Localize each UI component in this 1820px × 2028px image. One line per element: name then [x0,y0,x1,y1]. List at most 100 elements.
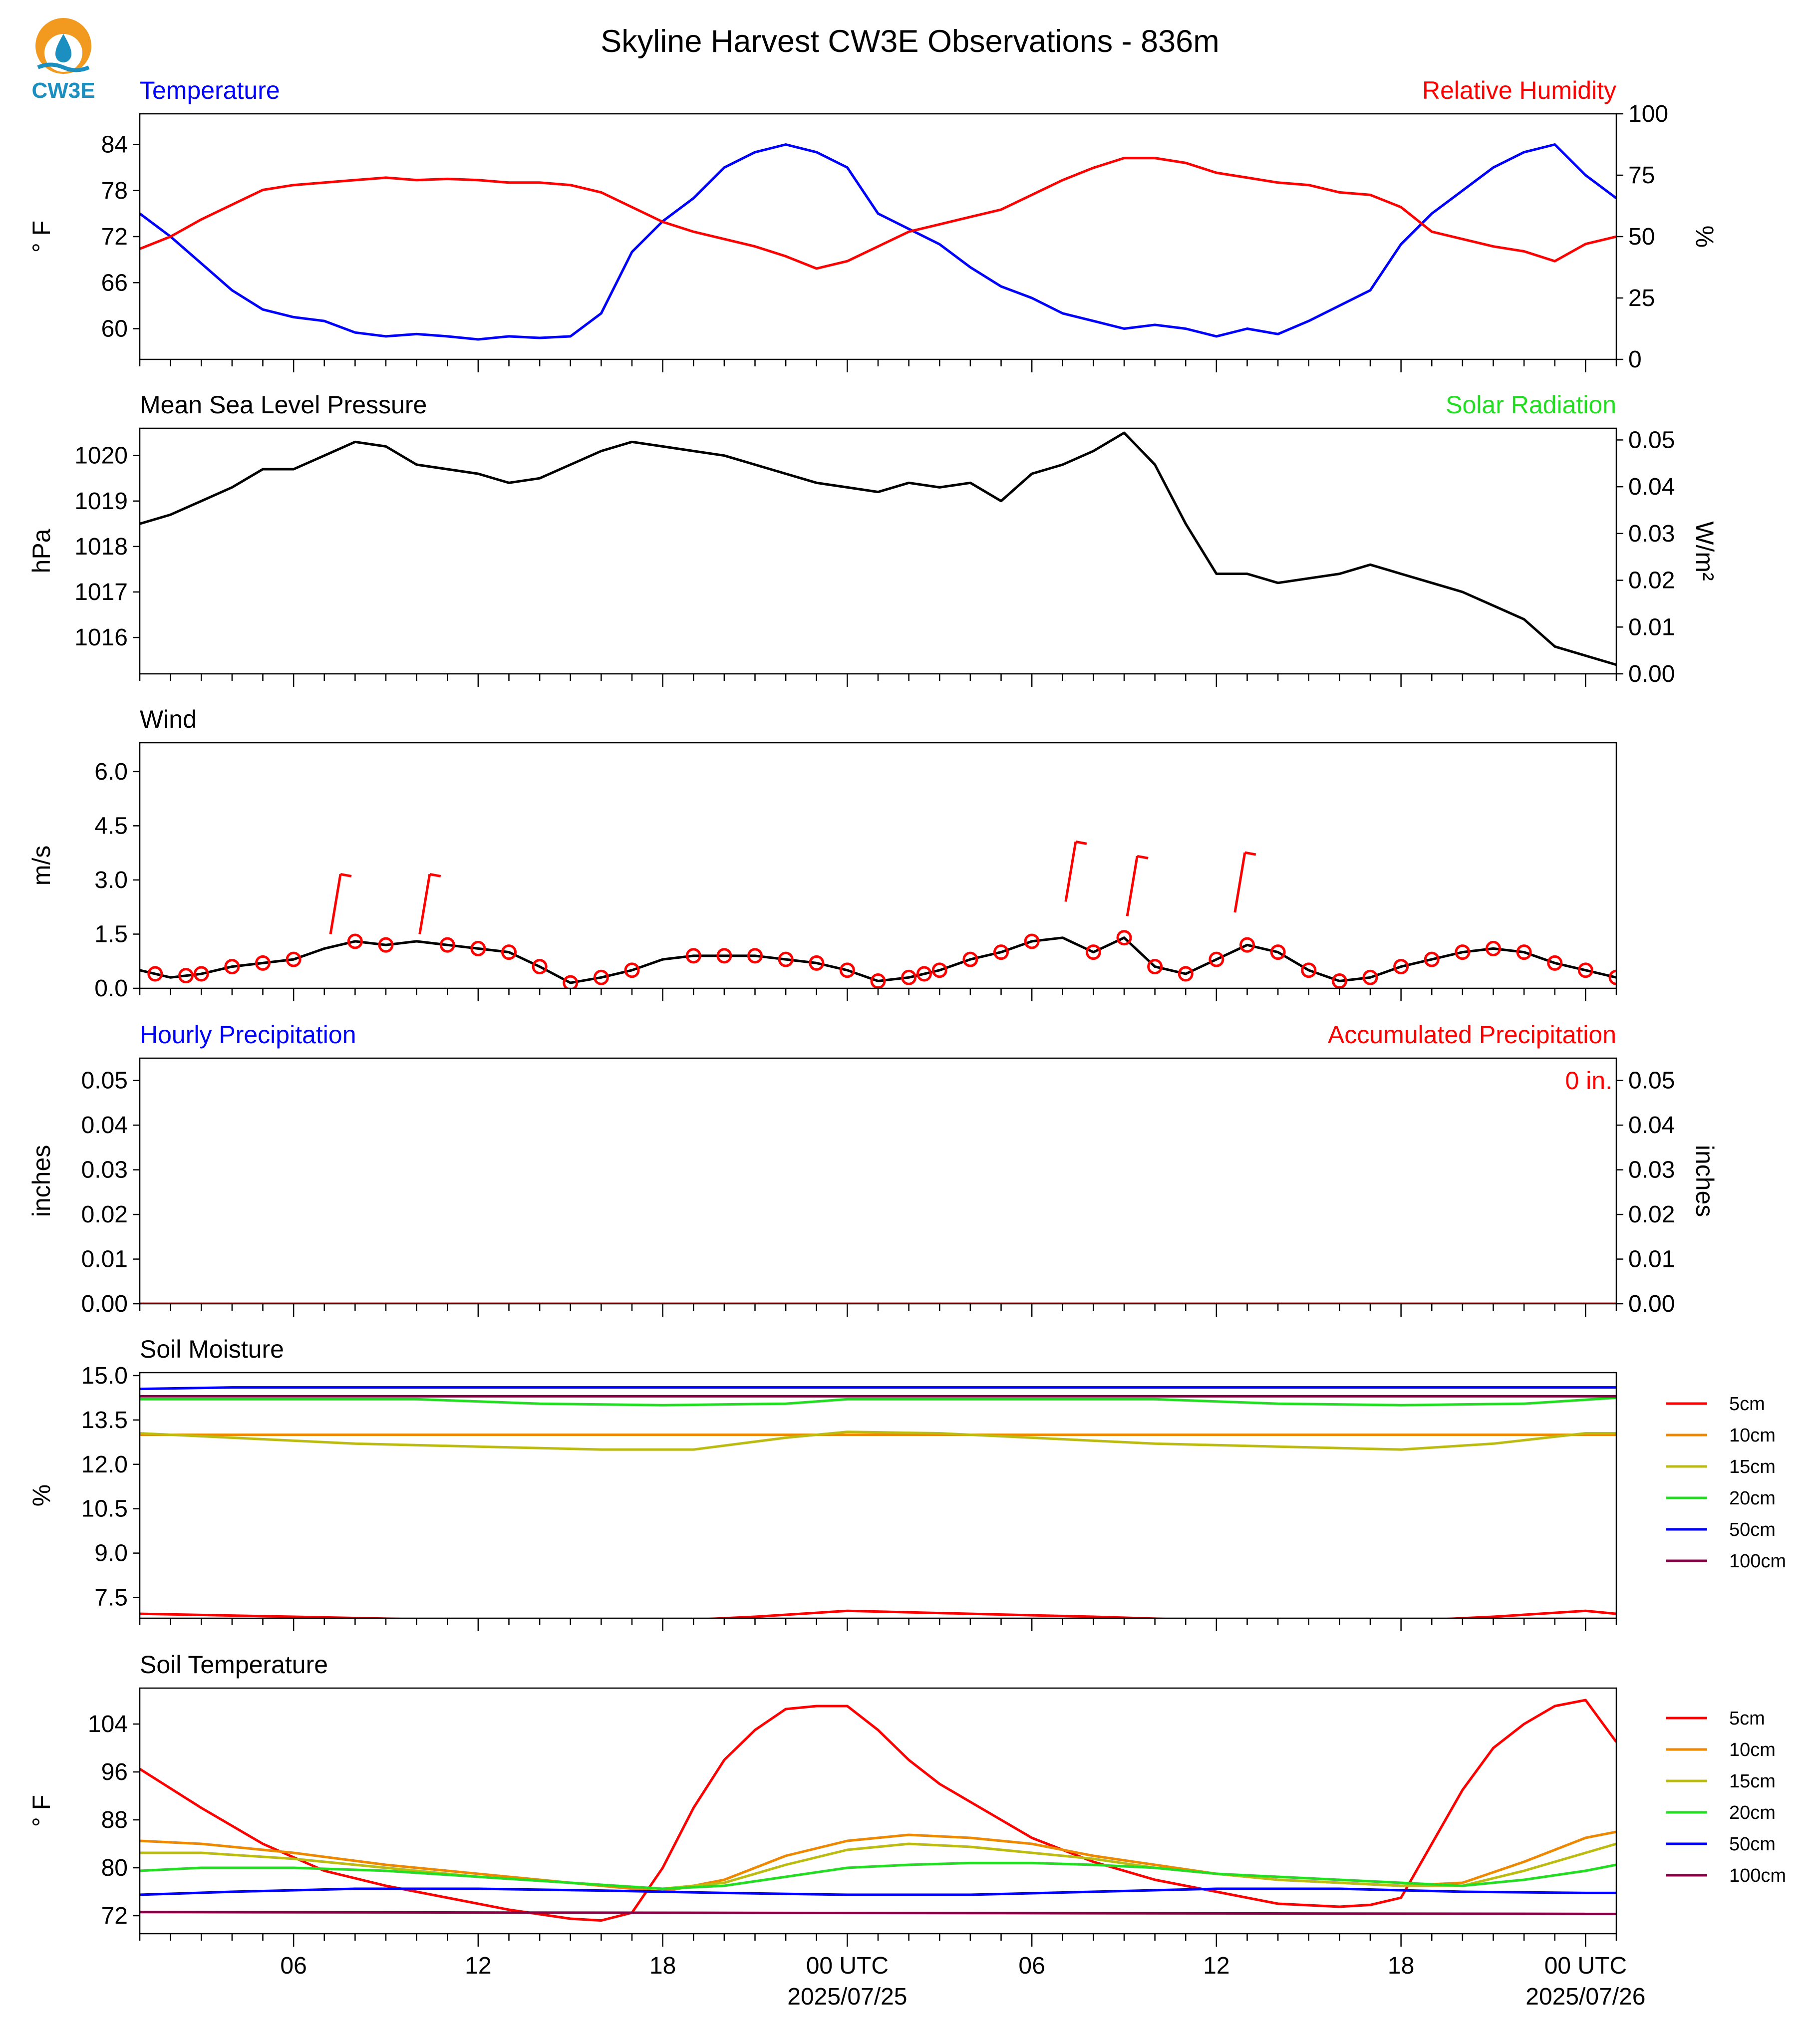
y-tick-label-right: 0.00 [1628,661,1675,687]
wind-direction-marker [1577,962,1593,978]
wind-direction-marker [347,933,363,949]
wind-direction-marker [1547,955,1563,971]
series-line-s2 [140,157,1616,270]
y-tick-label-right: 0.02 [1628,1201,1675,1228]
y-tick-label-left: 0.00 [81,1291,128,1317]
wind-direction-marker [809,955,825,971]
wind-direction-marker [1270,944,1286,960]
wind-direction-marker [1239,937,1255,953]
x-tick-label: 00 UTC [1544,1953,1627,1979]
wind-direction-marker [839,962,855,978]
legend-label: 20cm [1729,1802,1776,1823]
series-line-s1 [140,143,1616,341]
wind-direction-marker [1209,951,1224,967]
series-line-50cm [140,1887,1616,1896]
y-tick-label-left: 0.03 [81,1157,128,1183]
logo-wave-icon [37,62,90,72]
wind-direction-marker [624,962,640,978]
y-tick-label-right: 0.03 [1628,521,1675,547]
panel-5: 7.5 9.0 10.5 12.0 13.5 15.0 Soil Moisture% [27,1335,1617,1631]
legend-label: 5cm [1729,1708,1765,1729]
x-tick-label: 18 [649,1953,676,1979]
y-tick-label-right: 75 [1628,162,1655,189]
wind-direction-marker [563,975,579,988]
wind-direction-marker [1486,940,1501,956]
y-axis-label-left: hPa [27,529,55,573]
wind-direction-marker [1608,969,1616,985]
y-tick-label-left: 0.04 [81,1112,128,1139]
y-tick-label-left: 10.5 [81,1496,128,1522]
y-tick-label-left: 60 [101,316,128,342]
wind-direction-marker [1516,944,1532,960]
wind-direction-marker [147,966,163,982]
wind-direction-marker [501,944,517,960]
panel-title-right: Solar Radiation [1446,391,1616,419]
wind-direction-marker [470,940,486,956]
series-group [140,1386,1616,1618]
legend-label: 20cm [1729,1488,1776,1509]
y-tick-label-left: 7.5 [94,1585,128,1611]
panel-title-left: Temperature [140,76,280,104]
panel-title-right: Relative Humidity [1422,76,1616,104]
wind-direction-marker [378,937,394,953]
logo-text: CW3E [31,78,95,103]
legend-label: 100cm [1729,1865,1786,1886]
y-axis-label-left: ° F [27,1795,55,1827]
y-tick-label-left: 13.5 [81,1407,128,1434]
y-tick-label-left: 0.02 [81,1201,128,1228]
x-axis-labels: 06 12 18 00 UTC 2025/07/25 06 12 18 00 UTC 2025/0… [280,1953,1645,2010]
y-tick-label-right: 0.00 [1628,1291,1675,1317]
wind-direction-marker [962,951,978,967]
panel-title-left: Soil Temperature [140,1651,328,1679]
wind-direction-marker [593,969,609,985]
panel-title-left: Hourly Precipitation [140,1021,356,1049]
x-tick-label: 18 [1388,1953,1414,1979]
y-tick-label-left: 9.0 [94,1540,128,1567]
y-tick-label-right: 0.05 [1628,427,1675,453]
y-tick-label-left: 78 [101,178,128,204]
y-tick-label-right: 0 [1628,346,1642,373]
y-tick-label-left: 104 [88,1711,128,1738]
y-axis-label-right: % [1691,226,1719,248]
y-tick-label-right: 0.05 [1628,1068,1675,1094]
x-tick-label: 06 [1018,1953,1045,1979]
series-group [140,431,1616,666]
legend-panel-6: 5cm 10cm 15cm 20cm 50cm 100cm [1666,1708,1786,1886]
series-group [140,1699,1616,1922]
legend-label: 50cm [1729,1519,1776,1540]
wind-direction-marker [1455,944,1471,960]
panel-title-left: Soil Moisture [140,1335,284,1363]
wind-direction-marker [1424,951,1440,967]
logo-drop-icon [55,34,71,62]
wind-direction-marker [716,948,732,964]
wind-barb-flag [340,873,352,877]
wind-direction-marker [1362,969,1378,985]
y-tick-label-left: 1016 [74,624,128,651]
wind-direction-marker [1301,962,1317,978]
y-tick-label-left: 72 [101,1903,128,1929]
legends: 5cm10cm15cm20cm50cm100cm5cm10cm15cm20cm5… [1666,1394,1786,1886]
panel-title-left: Mean Sea Level Pressure [140,391,427,419]
wind-direction-marker [901,969,917,985]
y-axis-label-left: inches [27,1145,55,1217]
legend-label: 15cm [1729,1456,1776,1477]
cw3e-logo: CW3E [31,18,95,103]
y-tick-label-right: 50 [1628,224,1655,250]
wind-direction-marker [1393,959,1409,975]
y-tick-label-left: 0.05 [81,1068,128,1094]
series-line-20cm [140,1396,1616,1407]
wind-direction-marker [193,966,209,982]
wind-barb-flag [429,873,441,877]
y-tick-label-right: 0.01 [1628,614,1675,640]
y-tick-label-left: 3.0 [94,867,128,893]
series-line-20cm [140,1861,1616,1890]
y-axis-label-left: m/s [27,846,55,886]
wind-barb-staff [418,874,431,934]
wind-direction-marker [224,959,240,975]
wind-direction-marker [439,937,455,953]
y-tick-label-left: 4.5 [94,813,128,839]
x-tick-label: 12 [465,1953,491,1979]
legend-label: 50cm [1729,1834,1776,1855]
wind-barb-staff [1233,852,1246,913]
wind-direction-marker [1331,973,1347,988]
